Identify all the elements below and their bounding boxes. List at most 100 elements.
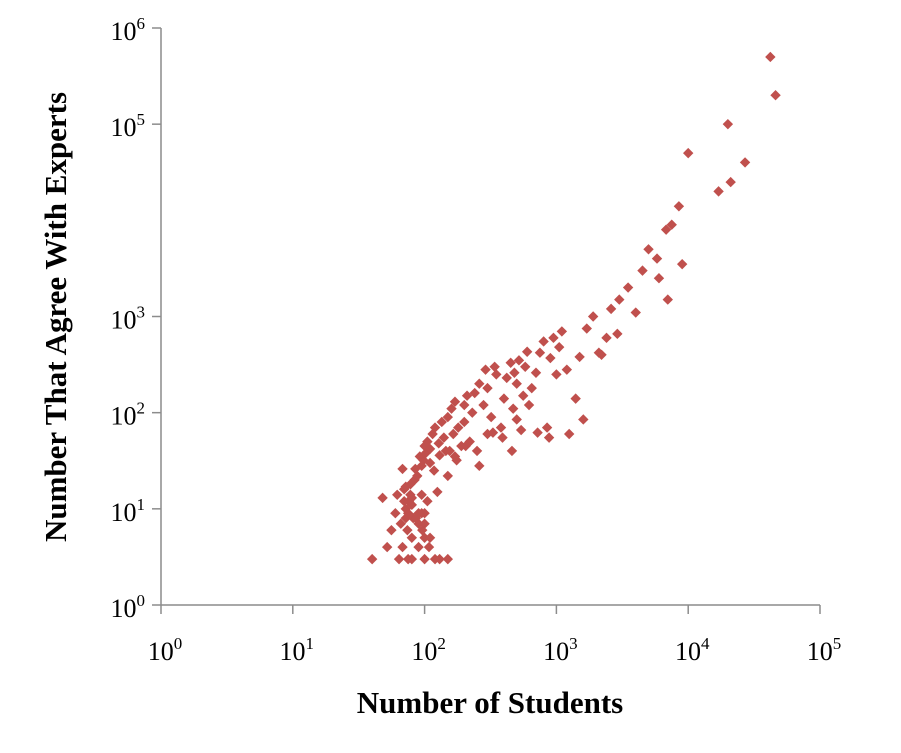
data-point (432, 486, 443, 498)
data-point (637, 265, 648, 276)
data-point (406, 553, 418, 565)
data-point (438, 432, 450, 443)
data-point (495, 422, 507, 433)
data-point (505, 357, 516, 369)
data-point (433, 438, 444, 449)
data-point (630, 307, 641, 318)
data-point (424, 443, 436, 455)
data-point (489, 361, 500, 372)
data-point (400, 481, 411, 492)
data-point (449, 396, 461, 407)
data-point (442, 470, 454, 482)
data-point (520, 361, 531, 372)
data-point (545, 352, 556, 364)
data-point (410, 512, 422, 524)
data-point (467, 407, 478, 418)
y-tick-label: 102 (111, 399, 146, 431)
data-point (459, 416, 470, 428)
data-point (513, 355, 525, 366)
data-point (429, 553, 441, 565)
x-tick-label: 104 (675, 634, 710, 666)
data-point (725, 176, 736, 188)
data-point (673, 201, 685, 212)
x-ticks: 100 101 102 103 104 105 (148, 605, 842, 666)
data-point (509, 367, 520, 378)
data-point (556, 326, 568, 337)
data-point (478, 399, 489, 411)
data-point (482, 382, 493, 394)
data-point (460, 440, 471, 452)
data-point (563, 428, 575, 440)
data-point (459, 399, 470, 411)
data-point (498, 393, 510, 404)
data-point (713, 186, 724, 197)
data-point (434, 450, 445, 461)
x-tick-label: 105 (807, 634, 842, 666)
data-point (469, 387, 480, 399)
data-point (574, 351, 585, 363)
x-tick-label: 103 (543, 634, 578, 666)
data-point (416, 489, 427, 500)
x-tick-label: 100 (148, 634, 183, 666)
data-point (548, 332, 559, 344)
data-point (643, 244, 654, 255)
data-point (366, 553, 378, 565)
data-point (532, 427, 543, 438)
y-tick-label: 106 (111, 14, 146, 46)
data-point (511, 414, 522, 425)
data-point (442, 553, 454, 565)
data-point (581, 323, 592, 334)
data-point (666, 219, 677, 230)
data-point (397, 463, 408, 475)
x-tick-label: 102 (411, 634, 446, 666)
data-point (419, 508, 430, 519)
data-point (543, 432, 555, 443)
data-point (596, 349, 607, 360)
data-point (377, 492, 388, 504)
data-point (487, 427, 499, 438)
data-point (739, 157, 751, 168)
data-point (614, 294, 625, 305)
data-point (601, 332, 612, 344)
data-point (403, 496, 415, 507)
data-point (683, 147, 694, 159)
axes (160, 28, 820, 606)
data-point (561, 364, 573, 375)
data-point (523, 399, 535, 411)
data-point (413, 541, 424, 553)
data-point (392, 489, 403, 500)
data-point (553, 341, 565, 353)
data-point (442, 411, 454, 423)
data-point (526, 382, 537, 394)
data-point (423, 541, 435, 553)
data-point (622, 282, 634, 293)
data-point (406, 532, 418, 543)
data-point (390, 508, 401, 519)
data-point (395, 518, 407, 529)
y-tick-label: 101 (111, 495, 146, 527)
data-point (497, 432, 508, 443)
data-point (393, 553, 405, 565)
data-point (422, 496, 433, 507)
data-point (491, 369, 502, 380)
y-ticks: 100 101 102 103 105 106 (111, 14, 161, 623)
data-point (651, 253, 663, 264)
data-point (474, 378, 485, 389)
data-point (428, 465, 440, 476)
y-tick-label: 105 (111, 110, 146, 142)
x-tick-label: 101 (280, 634, 315, 666)
data-point (480, 364, 491, 375)
data-point (453, 422, 464, 433)
data-point (501, 372, 512, 384)
data-point (676, 258, 688, 270)
data-point (518, 390, 529, 401)
data-point (386, 524, 397, 536)
y-tick-label: 100 (111, 591, 146, 623)
data-point (765, 51, 776, 63)
data-point (506, 445, 518, 457)
data-points (366, 51, 781, 565)
data-point (429, 422, 441, 433)
data-point (440, 445, 452, 457)
data-point (570, 393, 581, 404)
data-point (474, 460, 485, 472)
